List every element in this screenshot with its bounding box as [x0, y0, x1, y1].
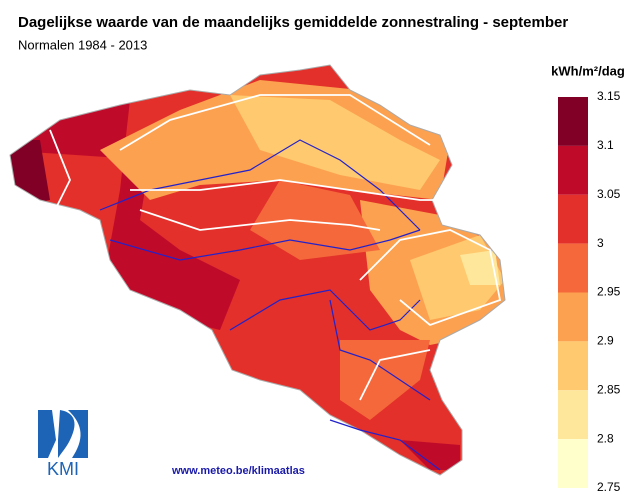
legend-swatch [558, 97, 588, 146]
legend-label: 2.85 [597, 382, 621, 396]
legend-unit: kWh/m²/dag [551, 63, 625, 78]
legend: 3.15 3.1 3.05 3 2.95 2.9 2.85 2.8 2.75 [558, 89, 621, 494]
isolines [49, 94, 502, 401]
legend-swatch [558, 439, 588, 488]
legend-label: 2.75 [597, 480, 621, 494]
legend-swatch [558, 194, 588, 244]
legend-label: 3.05 [597, 187, 621, 201]
legend-swatch [558, 341, 588, 391]
map [10, 65, 505, 475]
legend-label: 3.15 [597, 89, 621, 103]
legend-label: 2.8 [597, 431, 614, 445]
legend-swatch [558, 243, 588, 293]
title: Dagelijkse waarde van de maandelijks gem… [18, 14, 568, 31]
subtitle: Normalen 1984 - 2013 [18, 37, 147, 52]
legend-swatch [558, 292, 588, 342]
rivers [99, 139, 441, 471]
border [9, 64, 506, 476]
url: www.meteo.be/klimaatlas [171, 465, 305, 477]
legend-label: 2.9 [597, 334, 614, 348]
legend-swatch [558, 145, 588, 195]
legend-label: 3.1 [597, 138, 614, 152]
logo-text: KMI [47, 459, 79, 479]
legend-swatch [558, 390, 588, 440]
logo-mark [38, 410, 88, 458]
legend-label: 2.95 [597, 285, 621, 299]
legend-label: 3 [597, 236, 604, 250]
